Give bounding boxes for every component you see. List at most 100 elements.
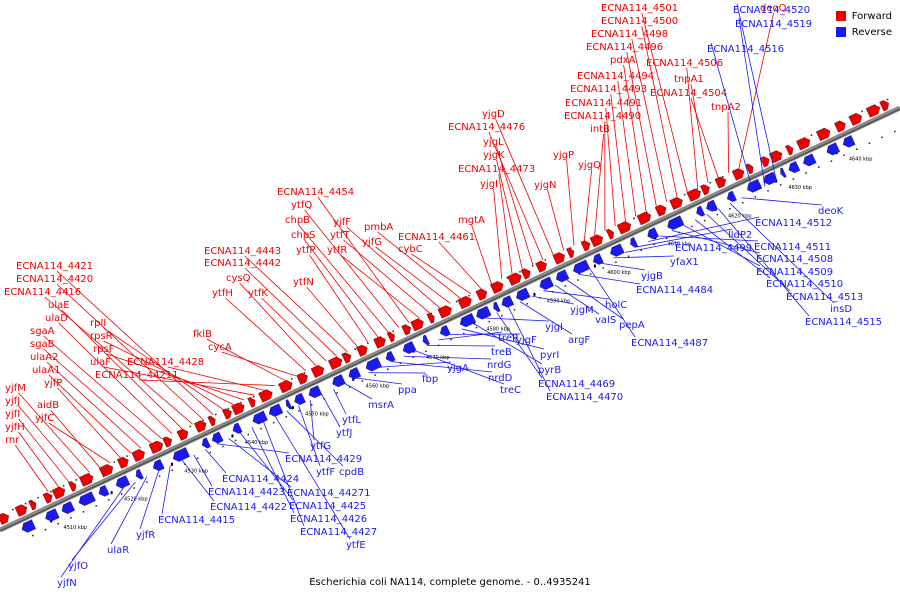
forward-leader-line — [317, 196, 410, 323]
reverse-gene-label: insD — [830, 304, 852, 315]
tick-mark — [352, 377, 355, 381]
track-dot — [247, 433, 250, 436]
reverse-gene-label: pyrB — [538, 365, 561, 376]
forward-leader-line — [346, 226, 441, 309]
track-dot — [44, 528, 47, 531]
reverse-gene-label: ECNA114_4425 — [289, 501, 366, 512]
track-dot — [227, 407, 230, 410]
reverse-gene-label: valS — [595, 315, 616, 326]
reverse-gene-label: argF — [568, 335, 590, 346]
reverse-leader-line — [683, 224, 761, 267]
reverse-gene — [45, 508, 60, 522]
forward-leader-line — [626, 51, 657, 207]
track-dot — [577, 279, 579, 281]
forward-gene-label: ECNA114_4494 — [577, 71, 654, 82]
track-dot — [463, 332, 465, 335]
reverse-gene-label: ECNA114_4510 — [766, 279, 843, 290]
track-dot — [716, 213, 719, 216]
reverse-gene-label: ECNA114_4427 — [300, 527, 377, 538]
forward-leader-line — [103, 366, 255, 396]
track-dot — [633, 217, 635, 220]
forward-gene-label: aidB — [37, 400, 59, 411]
forward-gene — [0, 512, 10, 525]
track-dot — [133, 487, 135, 489]
forward-leader-line — [566, 159, 575, 246]
reverse-gene — [61, 501, 76, 514]
reverse-leader-line — [139, 470, 160, 530]
reverse-gene-label: fbp — [422, 374, 438, 385]
track-dot — [564, 285, 566, 287]
reverse-leader-line — [71, 481, 136, 561]
track-dot — [113, 461, 116, 463]
reverse-gene — [476, 305, 492, 320]
forward-leader-line — [493, 188, 503, 280]
reverse-leader-line — [438, 331, 503, 341]
forward-leader-line — [547, 189, 565, 251]
reverse-leader-line — [161, 465, 171, 515]
genome-backbone-edge — [0, 108, 900, 532]
reverse-leader-line — [321, 394, 341, 428]
reverse-leader-line — [554, 284, 600, 315]
forward-gene-label: rnr — [5, 435, 20, 446]
track-dot — [810, 134, 813, 136]
reverse-gene — [308, 385, 323, 399]
forward-gene — [580, 240, 591, 252]
forward-leader-line — [14, 444, 49, 493]
forward-gene — [42, 492, 53, 504]
reverse-gene-label: yjfN — [57, 578, 77, 589]
forward-gene — [278, 380, 293, 394]
track-dot — [645, 211, 648, 214]
forward-leader-line — [610, 93, 626, 222]
reverse-leader-line — [239, 432, 294, 501]
forward-leader-line — [167, 366, 265, 391]
reverse-leader-line — [694, 219, 771, 279]
reverse-leader-line — [356, 377, 403, 385]
forward-gene — [247, 397, 256, 408]
reverse-leader-line — [263, 421, 305, 527]
track-dot — [455, 300, 458, 303]
forward-gene — [566, 247, 574, 259]
forward-leader-line — [304, 209, 400, 328]
forward-leader-line — [44, 296, 193, 425]
forward-gene — [834, 120, 846, 133]
forward-leader-line — [244, 267, 338, 357]
reverse-leader-line — [741, 197, 823, 206]
track-dot — [202, 419, 204, 422]
track-dot — [805, 172, 807, 174]
reverse-leader-line — [566, 279, 624, 320]
forward-gene-label: yjfJ — [5, 396, 20, 407]
track-dot — [82, 511, 85, 513]
forward-gene — [636, 211, 651, 226]
forward-leader-line — [641, 25, 678, 198]
forward-gene — [373, 336, 386, 349]
forward-leader-line — [496, 159, 523, 270]
forward-leader-line — [221, 351, 296, 377]
track-dot — [741, 201, 744, 204]
forward-leader-line — [690, 83, 709, 183]
forward-gene-label: ulaD — [45, 313, 68, 324]
forward-gene-label: yjfG — [362, 237, 382, 248]
forward-gene-label: ytfK — [248, 288, 268, 299]
reverse-gene — [747, 178, 763, 193]
reverse-leader-line — [426, 344, 496, 347]
track-dot — [253, 395, 255, 398]
reverse-gene — [115, 475, 131, 489]
reverse-gene-label: ECNA114_4415 — [158, 515, 235, 526]
forward-gene-label: rpsF — [93, 344, 115, 355]
track-dot — [240, 401, 242, 404]
forward-gene — [148, 440, 163, 454]
reverse-gene — [667, 215, 685, 230]
reverse-gene-label: ECNA114_4429 — [285, 454, 362, 465]
tick-mark — [171, 462, 174, 466]
legend-reverse-swatch — [835, 27, 846, 37]
forward-gene — [258, 389, 273, 403]
track-dot — [665, 237, 668, 240]
forward-leader-line — [244, 255, 348, 353]
forward-gene — [457, 295, 472, 310]
forward-leader-line — [304, 239, 379, 338]
forward-gene-label: ytfH — [212, 288, 233, 299]
forward-gene-label: yjfM — [5, 383, 26, 394]
tick-label: 4640 kbp — [849, 157, 873, 163]
